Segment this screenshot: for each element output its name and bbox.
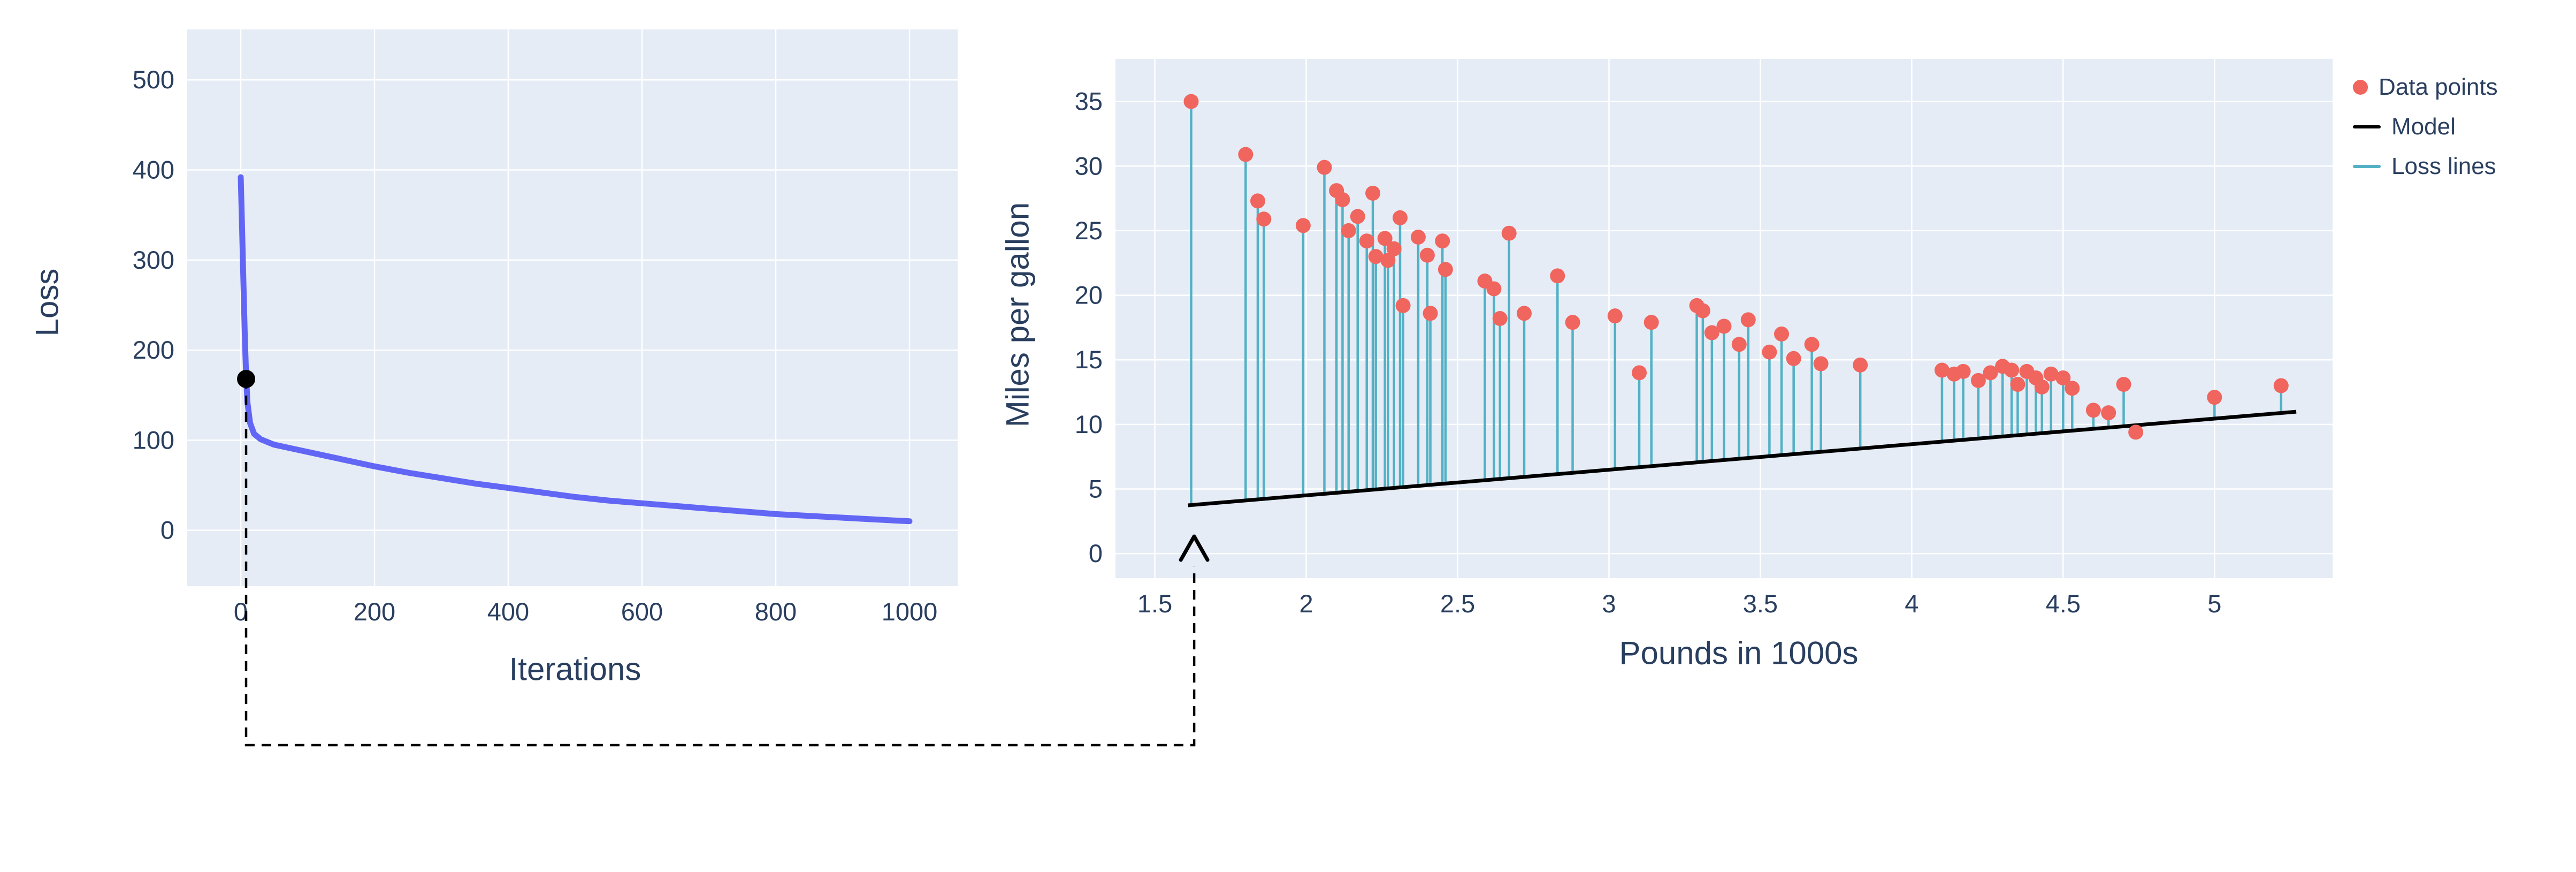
- svg-text:30: 30: [1075, 151, 1103, 180]
- legend-label-loss-lines: Loss lines: [2391, 153, 2496, 179]
- svg-text:3.5: 3.5: [1743, 589, 1778, 618]
- svg-text:0: 0: [160, 516, 174, 544]
- model-line-icon: [2353, 125, 2381, 128]
- svg-text:500: 500: [133, 65, 174, 94]
- scatter-x-axis-title: Pounds in 1000s: [1619, 635, 1859, 671]
- svg-text:200: 200: [133, 336, 174, 364]
- svg-text:300: 300: [133, 246, 174, 274]
- legend-item-loss-lines[interactable]: Loss lines: [2353, 153, 2498, 180]
- svg-text:2.5: 2.5: [1440, 589, 1475, 618]
- legend-label-data-points: Data points: [2379, 74, 2498, 100]
- svg-text:3: 3: [1602, 589, 1616, 618]
- loss-lines-icon: [2353, 165, 2381, 168]
- scatter-chart-plot-area: [1115, 59, 2333, 578]
- svg-text:0: 0: [1089, 539, 1103, 567]
- svg-text:2: 2: [1299, 589, 1313, 618]
- legend-label-model: Model: [2391, 113, 2456, 140]
- loss-x-axis-title: Iterations: [509, 651, 641, 687]
- svg-text:800: 800: [755, 597, 797, 626]
- svg-text:600: 600: [621, 597, 663, 626]
- data-points-marker-icon: [2353, 80, 2368, 95]
- svg-text:400: 400: [133, 156, 174, 184]
- svg-text:1.5: 1.5: [1137, 589, 1172, 618]
- svg-text:15: 15: [1075, 345, 1103, 374]
- loss-y-axis-title: Loss: [29, 268, 65, 337]
- loss-chart-grid: [187, 29, 958, 586]
- svg-text:25: 25: [1075, 216, 1103, 245]
- svg-text:4: 4: [1905, 589, 1918, 618]
- svg-text:1000: 1000: [882, 597, 938, 626]
- svg-text:35: 35: [1075, 87, 1103, 116]
- legend-item-model[interactable]: Model: [2353, 113, 2498, 140]
- svg-text:5: 5: [2207, 589, 2221, 618]
- model-line: [1188, 410, 2297, 507]
- legend: Data points Model Loss lines: [2353, 74, 2498, 180]
- svg-text:4.5: 4.5: [2046, 589, 2081, 618]
- svg-text:400: 400: [487, 597, 529, 626]
- svg-text:5: 5: [1089, 475, 1103, 503]
- svg-text:10: 10: [1075, 410, 1103, 438]
- annotation-connector: [244, 378, 1196, 747]
- loss-chart-plot-area: [187, 29, 958, 586]
- svg-text:200: 200: [354, 597, 395, 626]
- data-points: [1183, 94, 2289, 440]
- arrow-up-icon: [1179, 534, 1210, 562]
- svg-text:100: 100: [133, 426, 174, 454]
- scatter-chart-tick-labels: 0 5 10 15 20 25 30 35 1.5 2 2.5 3 3.5 4 4.5 5: [1075, 87, 2222, 618]
- legend-item-data-points[interactable]: Data points: [2353, 74, 2498, 101]
- svg-text:20: 20: [1075, 281, 1103, 309]
- scatter-y-axis-title: Miles per gallon: [999, 202, 1036, 428]
